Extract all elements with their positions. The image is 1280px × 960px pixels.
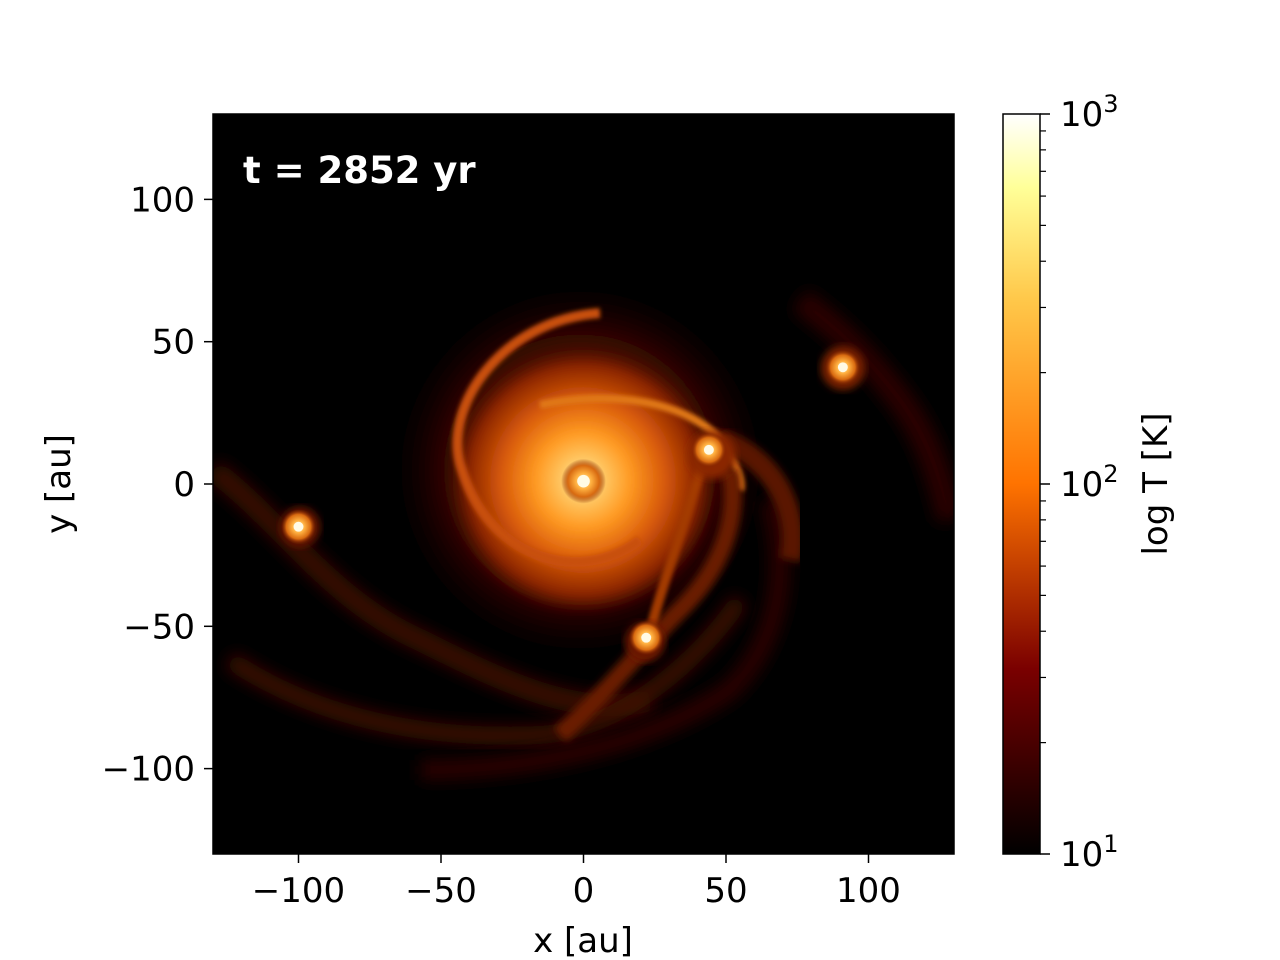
- clump-3-core: [293, 521, 304, 532]
- y-tick-label-1: 50: [152, 323, 195, 363]
- x-tick-label-3: 50: [704, 871, 747, 911]
- clump-4-core: [641, 632, 652, 643]
- y-tick-label-0: 100: [130, 180, 195, 220]
- x-tick-label-4: 100: [836, 871, 901, 911]
- x-tick-label-1: −50: [405, 871, 477, 911]
- y-tick-label-4: −100: [102, 750, 195, 790]
- central-star-core: [577, 474, 590, 488]
- x-tick-label-2: 0: [573, 871, 595, 911]
- clump-1-core: [703, 444, 714, 455]
- clump-2-core: [837, 362, 848, 373]
- colorbar-tick-label-0: 101: [1060, 830, 1119, 875]
- y-axis-label: y [au]: [39, 434, 79, 534]
- x-axis-label: x [au]: [533, 921, 633, 960]
- colorbar-tick-label-1: 102: [1060, 460, 1119, 505]
- temperature-map: [213, 114, 954, 854]
- colorbar-tick-label-2: 103: [1060, 90, 1119, 135]
- y-tick-label-2: 0: [173, 465, 195, 505]
- colorbar-gradient: [1003, 114, 1040, 854]
- y-tick-label-3: −50: [123, 607, 195, 647]
- colorbar: 101 102 103 log T [K]: [1002, 90, 1176, 875]
- time-annotation: t = 2852 yr: [243, 149, 476, 192]
- colorbar-label: log T [K]: [1136, 412, 1176, 555]
- x-tick-label-0: −100: [252, 871, 345, 911]
